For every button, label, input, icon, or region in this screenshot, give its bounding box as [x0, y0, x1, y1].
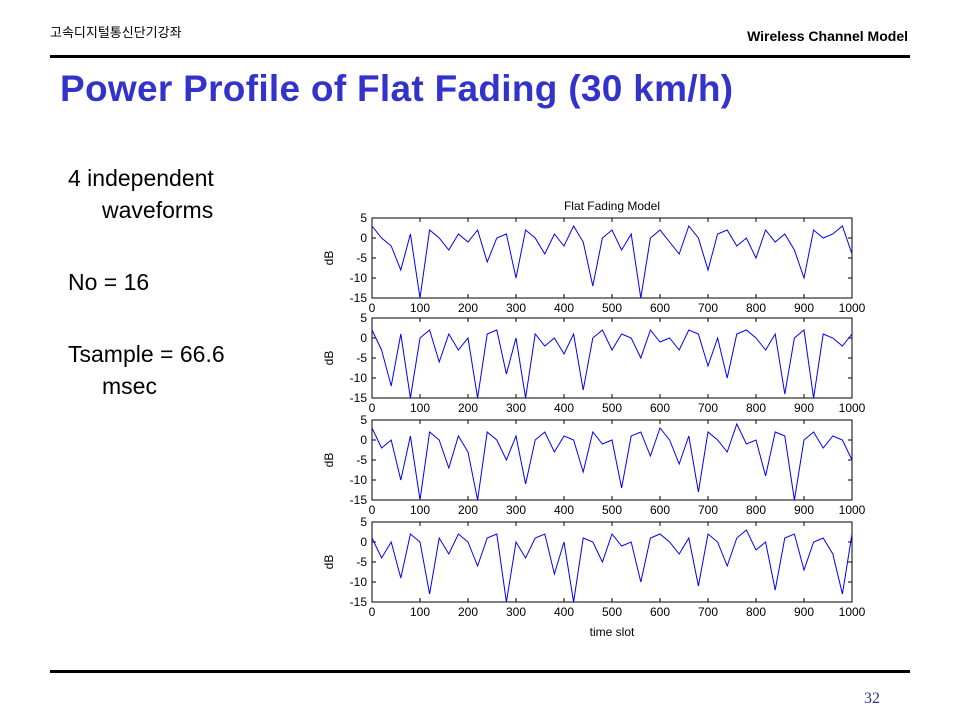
x-tick-label: 200 — [458, 301, 478, 315]
x-tick-label: 900 — [794, 401, 814, 415]
x-tick-label: 500 — [602, 301, 622, 315]
x-tick-label: 800 — [746, 605, 766, 619]
x-tick-label: 300 — [506, 503, 526, 517]
y-tick-label: 5 — [360, 515, 367, 529]
x-tick-label: 1000 — [839, 605, 866, 619]
x-tick-label: 400 — [554, 401, 574, 415]
x-tick-label: 100 — [410, 503, 430, 517]
x-tick-label: 300 — [506, 301, 526, 315]
waveform — [371, 224, 853, 299]
y-tick-label: -15 — [350, 595, 368, 609]
x-tick-label: 300 — [506, 605, 526, 619]
x-tick-label: 400 — [554, 605, 574, 619]
bullet: Tsample = 66.6 msec — [68, 341, 225, 399]
y-tick-label: 5 — [360, 211, 367, 225]
y-axis-label: dB — [322, 251, 336, 266]
x-tick-label: 1000 — [839, 301, 866, 315]
chart-title: Flat Fading Model — [564, 199, 660, 213]
axes-box — [371, 317, 853, 399]
x-tick-label: 0 — [369, 301, 376, 315]
y-tick-label: -5 — [356, 453, 367, 467]
x-tick-label: 600 — [650, 605, 670, 619]
x-tick-label: 300 — [506, 401, 526, 415]
y-tick-label: 0 — [360, 535, 367, 549]
x-tick-label: 600 — [650, 503, 670, 517]
x-tick-label: 800 — [746, 401, 766, 415]
waveform — [371, 529, 853, 603]
top-rule — [50, 55, 910, 58]
x-tick-label: 500 — [602, 503, 622, 517]
y-tick-label: 5 — [360, 413, 367, 427]
x-tick-label: 200 — [458, 503, 478, 517]
x-tick-label: 0 — [369, 401, 376, 415]
y-tick-label: -15 — [350, 291, 368, 305]
bullet: No = 16 — [68, 269, 150, 295]
x-tick-label: 500 — [602, 605, 622, 619]
x-tick-label: 700 — [698, 503, 718, 517]
waveform — [371, 422, 853, 501]
x-tick-label: 200 — [458, 605, 478, 619]
bottom-rule — [50, 670, 910, 673]
y-tick-label: -15 — [350, 493, 368, 507]
x-tick-label: 1000 — [839, 401, 866, 415]
x-tick-label: 200 — [458, 401, 478, 415]
y-tick-label: 0 — [360, 433, 367, 447]
bullet-list: 4 independent waveforms No = 16 Tsample … — [68, 162, 283, 442]
bullet: 4 independent waveforms — [68, 165, 214, 223]
axes-box — [371, 217, 853, 299]
x-tick-label: 900 — [794, 503, 814, 517]
y-axis-label: dB — [322, 555, 336, 570]
x-tick-label: 700 — [698, 401, 718, 415]
x-axis-label: time slot — [590, 625, 635, 639]
waveform — [371, 328, 853, 399]
x-tick-label: 400 — [554, 503, 574, 517]
x-tick-label: 900 — [794, 301, 814, 315]
x-tick-label: 900 — [794, 605, 814, 619]
y-axis-label: dB — [322, 453, 336, 468]
x-tick-label: 400 — [554, 301, 574, 315]
y-tick-label: 0 — [360, 231, 367, 245]
x-tick-label: 600 — [650, 401, 670, 415]
y-tick-label: 5 — [360, 311, 367, 325]
y-tick-label: -10 — [350, 371, 368, 385]
x-tick-label: 1000 — [839, 503, 866, 517]
x-tick-label: 100 — [410, 605, 430, 619]
x-tick-label: 600 — [650, 301, 670, 315]
x-tick-label: 800 — [746, 503, 766, 517]
y-tick-label: -10 — [350, 473, 368, 487]
course-name: 고속디지털통신단기강좌 — [50, 25, 182, 40]
y-tick-label: -10 — [350, 271, 368, 285]
y-tick-label: -15 — [350, 391, 368, 405]
x-tick-label: 100 — [410, 401, 430, 415]
x-tick-label: 500 — [602, 401, 622, 415]
x-tick-label: 700 — [698, 605, 718, 619]
y-tick-label: -5 — [356, 351, 367, 365]
y-axis-label: dB — [322, 351, 336, 366]
y-tick-label: 0 — [360, 331, 367, 345]
slide-title: Power Profile of Flat Fading (30 km/h) — [60, 68, 734, 109]
x-tick-label: 0 — [369, 503, 376, 517]
topic: Wireless Channel Model — [747, 28, 908, 44]
y-tick-label: -5 — [356, 555, 367, 569]
page-number: 32 — [864, 690, 880, 707]
y-tick-label: -10 — [350, 575, 368, 589]
y-tick-label: -5 — [356, 251, 367, 265]
x-tick-label: 700 — [698, 301, 718, 315]
x-tick-label: 0 — [369, 605, 376, 619]
x-tick-label: 100 — [410, 301, 430, 315]
x-tick-label: 800 — [746, 301, 766, 315]
axes-box — [371, 419, 853, 501]
